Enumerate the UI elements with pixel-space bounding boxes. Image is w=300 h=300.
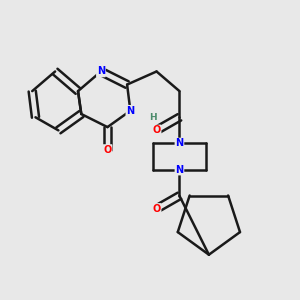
Text: N: N	[97, 67, 105, 76]
Text: O: O	[152, 204, 161, 214]
Text: O: O	[103, 145, 112, 155]
Text: N: N	[176, 139, 184, 148]
Text: O: O	[152, 125, 161, 135]
Text: N: N	[176, 165, 184, 175]
Text: H: H	[149, 113, 157, 122]
Text: N: N	[126, 106, 134, 116]
